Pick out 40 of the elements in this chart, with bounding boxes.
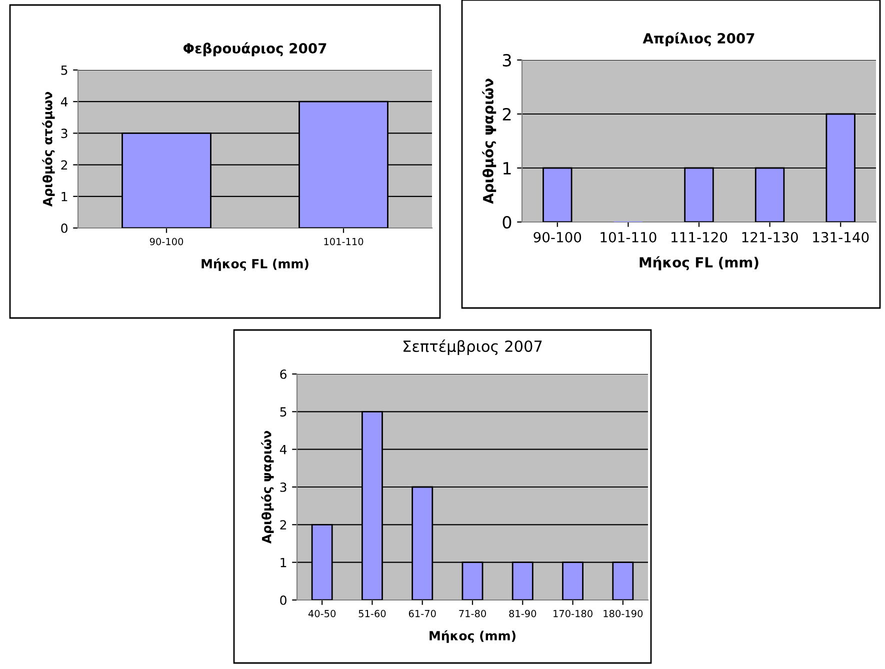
x-tick-label: 90-100 (534, 232, 582, 242)
y-tick-label: 1 (504, 162, 511, 174)
x-axis-title: Μήκος FL (mm) (640, 256, 758, 270)
y-axis-title: Αριθμός ψαριών (261, 430, 274, 544)
y-tick-label: 5 (61, 66, 68, 75)
x-tick-label: 81-90 (509, 610, 536, 618)
x-tick-label: 131-140 (813, 232, 869, 242)
y-tick-label: 6 (280, 369, 286, 379)
y-tick-label: 5 (280, 407, 286, 417)
x-tick-label: 170-180 (554, 610, 592, 618)
x-tick-label: 121-130 (742, 232, 798, 242)
y-axis-title: Αριθμός ψαριών (482, 78, 496, 204)
y-tick-label: 4 (280, 444, 287, 454)
y-tick-label: 2 (280, 520, 286, 530)
y-tick-label: 1 (62, 192, 68, 202)
x-tick-label: 90-100 (150, 238, 184, 246)
y-tick-label: 2 (61, 160, 68, 170)
x-tick-label: 101-110 (324, 238, 364, 246)
y-tick-label: 3 (61, 128, 68, 138)
y-tick-label: 0 (280, 595, 286, 605)
x-tick-label: 101-110 (600, 232, 656, 242)
y-tick-label: 4 (60, 97, 68, 106)
chart-title: Σεπτέμβριος 2007 (404, 340, 542, 355)
x-tick-label: 61-70 (408, 610, 436, 618)
x-tick-label: 111-120 (672, 232, 728, 242)
y-tick-label: 3 (280, 482, 286, 492)
y-axis-title: Αριθμός ατόμων (42, 92, 55, 207)
x-axis-title: Μήκος FL (mm) (202, 258, 308, 271)
y-tick-label: 1 (280, 558, 286, 568)
y-tick-label: 0 (61, 223, 68, 233)
y-tick-label: 0 (502, 216, 512, 229)
x-tick-label: 180-190 (604, 610, 643, 618)
x-tick-label: 40-50 (308, 610, 336, 618)
x-tick-label: 51-60 (358, 610, 386, 618)
chart-title: Απρίλιος 2007 (642, 32, 754, 46)
y-tick-label: 2 (502, 108, 511, 120)
y-tick-label: 3 (502, 54, 511, 67)
x-axis-title: Μήκος (mm) (430, 630, 516, 643)
chart-title: Φεβρουάριος 2007 (183, 42, 326, 56)
x-tick-label: 71-80 (459, 610, 486, 618)
